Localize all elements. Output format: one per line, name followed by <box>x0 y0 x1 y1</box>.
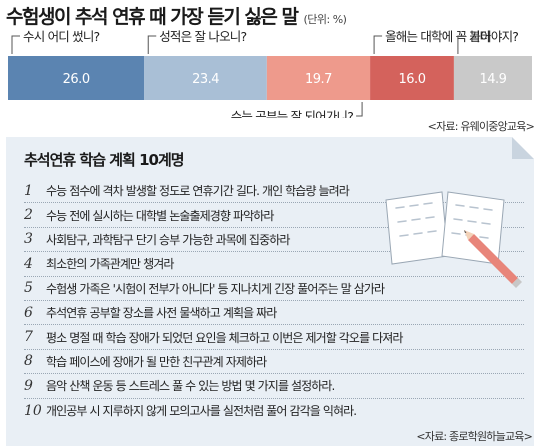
plan-item-7: 7 평소 명절 때 학습 장애가 되었던 요인을 체크하고 이번은 제거할 각오를… <box>24 325 524 350</box>
pencil-icon <box>464 230 522 288</box>
category-label-3: 수능 공부는 잘 되어가니? <box>231 109 354 118</box>
category-label-4: 올해는 대학에 꼭 붙어야지? <box>385 29 518 44</box>
plan-item-text: 수험생 가족은 '시험이 전부가 아니다' 등 지나치게 긴장 풀어주는 말 삼… <box>46 281 385 296</box>
leader-line-2 <box>147 35 157 54</box>
category-label-2: 성적은 잘 나오니? <box>159 29 246 44</box>
notebook-icon <box>385 191 505 265</box>
bar-value-label-2: 23.4 <box>192 72 219 87</box>
page-fold-corner <box>512 137 534 159</box>
study-plan-list: 1 수능 점수에 격차 발생할 정도로 연휴기간 길다. 개인 학습량 늘려라 2… <box>24 179 524 423</box>
plan-item-number: 9 <box>24 377 33 394</box>
plan-item-text: 사회탐구, 과학탐구 단기 승부 가능한 과목에 집중하라 <box>46 232 290 247</box>
bar-segment-1 <box>8 56 145 100</box>
plan-item-9: 9 음악 산책 운동 등 스트레스 풀 수 있는 방법 몇 가지를 설정하라. <box>24 374 524 399</box>
bar-value-label-5: 14.9 <box>479 72 506 87</box>
bar-value-label-1: 26.0 <box>63 72 90 87</box>
leader-line-3 <box>356 102 363 117</box>
notebook-pencil-illustration <box>385 191 522 288</box>
plan-item-text: 학습 페이스에 장애가 될 만한 친구관계 자제하라 <box>46 354 267 369</box>
plan-item-number: 8 <box>24 353 33 370</box>
chart-title: 수험생이 추석 연휴 때 가장 듣기 싫은 말 <box>6 6 299 28</box>
bar-segment-2 <box>144 56 267 100</box>
leader-line-4 <box>373 35 383 54</box>
stacked-bar-chart: 26.0 수시 어디 썼니? 23.4 성적은 잘 나오니? 19.7 수능 공부는 잘 … <box>8 29 532 118</box>
plan-item-text: 수능 전에 실시하는 대학별 논술출제경향 파악하라 <box>46 208 274 223</box>
plan-item-2: 2 수능 전에 실시하는 대학별 논술출제경향 파악하라 <box>24 203 524 228</box>
plan-item-text: 평소 명절 때 학습 장애가 되었던 요인을 체크하고 이번은 제거할 각오를 … <box>46 330 403 345</box>
bar-value-label-3: 19.7 <box>305 72 332 87</box>
plan-item-text: 음악 산책 운동 등 스트레스 풀 수 있는 방법 몇 가지를 설정하라. <box>46 379 335 394</box>
plan-item-text: 추석연휴 공부할 장소를 사전 물색하고 계획을 짜라 <box>46 306 277 321</box>
plan-item-number: 1 <box>24 182 33 199</box>
leader-line-5 <box>457 35 466 54</box>
plan-item-number: 3 <box>24 231 33 248</box>
chart-source: <자료: 유웨이중앙교육> <box>427 120 535 133</box>
plan-item-text: 개인공부 시 지루하지 않게 모의고사를 실전처럼 풀어 감각을 익혀라. <box>46 404 357 419</box>
leader-line-1 <box>11 35 20 54</box>
plan-item-number: 10 <box>24 402 42 419</box>
plan-item-5: 5 수험생 가족은 '시험이 전부가 아니다' 등 지나치게 긴장 풀어주는 말 … <box>24 277 524 301</box>
plan-item-text: 수능 점수에 격차 발생할 정도로 연휴기간 길다. 개인 학습량 늘려라 <box>46 184 350 199</box>
plan-item-3: 3 사회탐구, 과학탐구 단기 승부 가능한 과목에 집중하라 <box>24 228 524 253</box>
plan-item-number: 7 <box>24 329 33 346</box>
plan-item-4: 4 최소한의 가족관계만 챙겨라 <box>24 252 524 277</box>
bar-segment-3 <box>266 56 371 100</box>
plan-item-6: 6 추석연휴 공부할 장소를 사전 물색하고 계획을 짜라 <box>24 301 524 326</box>
study-plan-panel: 추석연휴 학습 계획 10계명 1 수능 점수에 격차 발생할 정도로 연휴기간 … <box>6 137 534 446</box>
plan-item-number: 4 <box>24 255 33 272</box>
plan-item-number: 5 <box>24 280 33 297</box>
chart-unit: (단위: %) <box>303 13 347 26</box>
category-label-1: 수시 어디 썼니? <box>23 29 100 44</box>
plan-item-10: 10 개인공부 시 지루하지 않게 모의고사를 실전처럼 풀어 감각을 익혀라. <box>24 399 524 423</box>
plan-item-text: 최소한의 가족관계만 챙겨라 <box>46 257 174 272</box>
study-plan-title: 추석연휴 학습 계획 10계명 <box>24 151 185 169</box>
bar-segment-4 <box>370 56 454 100</box>
chart-title-group: 수험생이 추석 연휴 때 가장 듣기 싫은 말 (단위: %) <box>6 2 347 28</box>
study-plan-source: <자료: 종로학원하늘교육> <box>416 430 532 443</box>
bar-value-label-4: 16.0 <box>399 72 426 87</box>
plan-item-number: 6 <box>24 304 33 321</box>
plan-item-1: 1 수능 점수에 격차 발생할 정도로 연휴기간 길다. 개인 학습량 늘려라 <box>24 179 524 204</box>
bar-segment-5 <box>453 56 532 100</box>
plan-item-8: 8 학습 페이스에 장애가 될 만한 친구관계 자제하라 <box>24 350 524 375</box>
plan-item-number: 2 <box>24 207 33 224</box>
category-label-5: 기타 <box>469 29 492 44</box>
